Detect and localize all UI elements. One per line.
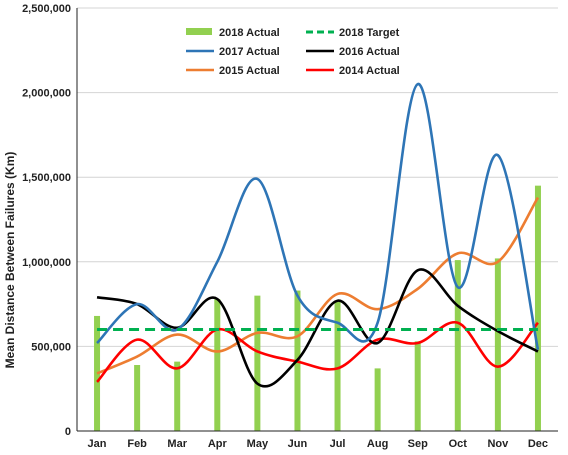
y-tick-label: 0 xyxy=(65,426,71,438)
y-tick-label: 500,000 xyxy=(31,341,71,353)
x-tick-label: May xyxy=(247,438,269,450)
bar-2018-sep xyxy=(414,341,421,431)
x-tick-label: Apr xyxy=(208,438,228,450)
line-2014-actual xyxy=(96,321,539,383)
legend-label-2018-actual: 2018 Actual xyxy=(219,27,280,39)
bar-2018-may xyxy=(254,295,261,431)
y-tick-label: 1,000,000 xyxy=(22,257,71,269)
x-tick-label: Mar xyxy=(167,438,187,450)
bar-series-2018-actual xyxy=(94,185,541,431)
bar-2018-oct xyxy=(454,260,461,431)
bar-2018-feb xyxy=(134,365,141,431)
x-tick-label: Jun xyxy=(288,438,308,450)
y-axis-title: Mean Distance Between Failures (Km) xyxy=(3,152,17,369)
legend: 2018 Actual 2018 Target 2017 Actual 2016 Ac… xyxy=(186,27,400,77)
line-series xyxy=(96,82,540,388)
axes xyxy=(76,8,558,432)
legend-label-2017-actual: 2017 Actual xyxy=(219,46,280,58)
line-2017-actual xyxy=(96,82,540,351)
x-tick-label: Sep xyxy=(408,438,428,450)
bar-2018-apr xyxy=(214,299,221,431)
x-tick-label: Jan xyxy=(88,438,107,450)
bar-2018-mar xyxy=(174,361,181,431)
bar-2018-nov xyxy=(494,258,501,431)
legend-label-2016-actual: 2016 Actual xyxy=(339,46,400,58)
legend-swatch-2018-actual xyxy=(186,28,212,35)
y-tick-label: 1,500,000 xyxy=(22,172,71,184)
legend-label-2018-target: 2018 Target xyxy=(339,27,400,39)
line-2015-actual xyxy=(96,196,540,375)
legend-label-2014-actual: 2014 Actual xyxy=(339,65,400,77)
y-tick-label: 2,000,000 xyxy=(22,88,71,100)
x-tick-label: Feb xyxy=(127,438,147,450)
legend-label-2015-actual: 2015 Actual xyxy=(219,65,280,77)
y-tick-label: 2,500,000 xyxy=(22,3,71,15)
y-tick-labels: 0 500,000 1,000,000 1,500,000 2,000,000 2,500… xyxy=(22,3,71,438)
line-2016-actual xyxy=(96,268,539,388)
x-tick-label: Nov xyxy=(487,438,509,450)
bar-2018-aug xyxy=(374,368,381,431)
bar-2018-jul xyxy=(334,300,341,431)
x-tick-label: Dec xyxy=(528,438,548,450)
x-tick-label: Oct xyxy=(449,438,468,450)
x-tick-labels: Jan Feb Mar Apr May Jun Jul Aug Sep Oct Nov Dec xyxy=(88,438,548,450)
x-tick-label: Jul xyxy=(330,438,346,450)
bar-2018-dec xyxy=(534,185,541,431)
x-tick-label: Aug xyxy=(367,438,388,450)
